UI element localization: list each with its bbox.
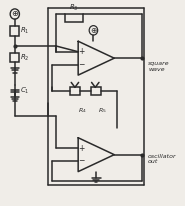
Text: −: − [78,157,85,166]
Text: $R_3$: $R_3$ [69,3,79,13]
Text: +: + [78,144,85,153]
Text: −: − [78,60,85,69]
Bar [10,53,19,62]
Text: ⊕: ⊕ [90,26,97,35]
Text: $R_4$: $R_4$ [78,107,87,115]
Text: ⊕: ⊕ [11,9,18,18]
Bar [70,87,80,95]
Bar [65,14,83,22]
Bar [91,87,101,95]
Text: +: + [78,47,85,56]
Text: out: out [148,159,158,164]
Text: $R_2$: $R_2$ [20,53,29,63]
Text: $R_1$: $R_1$ [20,26,29,36]
Text: oscillator: oscillator [148,154,177,159]
Text: square: square [148,61,170,66]
Bar [10,26,19,36]
Text: $R_5$: $R_5$ [98,107,107,115]
Text: $C_1$: $C_1$ [20,86,29,96]
Text: wave: wave [148,67,165,72]
